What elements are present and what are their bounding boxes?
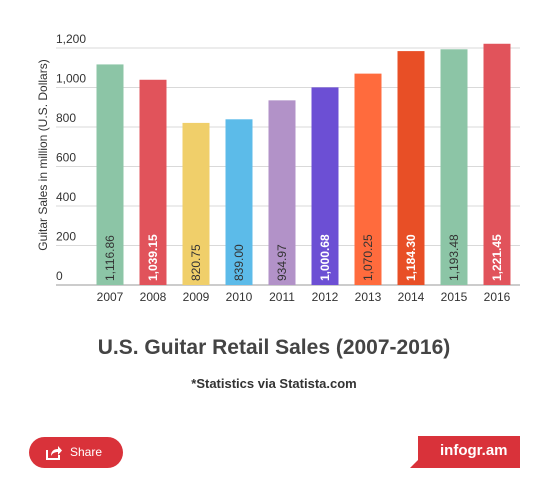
y-tick-label: 600 <box>56 151 76 165</box>
x-tick-labels: 2007 2008 2009 2010 2011 2012 2013 2014 2015 2016 <box>97 290 511 304</box>
x-tick-label: 2009 <box>183 290 210 304</box>
bar-chart: 0 200 400 600 800 1,000 1,200 2007 2008 2009 2010… <box>36 32 520 304</box>
data-label: 1,193.48 <box>447 234 461 281</box>
data-label: 934.97 <box>275 244 289 281</box>
y-tick-label: 400 <box>56 190 76 204</box>
share-label: Share <box>70 445 103 459</box>
x-tick-label: 2014 <box>398 290 425 304</box>
x-tick-label: 2013 <box>355 290 382 304</box>
bar-2013 <box>354 73 382 285</box>
x-tick-label: 2010 <box>226 290 253 304</box>
data-label: 1,000.68 <box>318 234 332 281</box>
data-labels: 1,116.86 1,039.15 820.75 839.00 934.97 1,000.… <box>103 234 504 281</box>
bar-2009 <box>182 122 210 285</box>
y-axis-label: Guitar Sales in million (U.S. Dollars) <box>36 59 50 250</box>
bar-2011 <box>268 100 296 286</box>
y-tick-label: 200 <box>56 230 76 244</box>
data-label: 1,116.86 <box>103 235 117 281</box>
data-label: 1,221.45 <box>490 234 504 281</box>
x-tick-label: 2007 <box>97 290 124 304</box>
bar-2015 <box>440 49 468 285</box>
y-tick-label: 1,200 <box>56 32 86 46</box>
chart-title: U.S. Guitar Retail Sales (2007-2016) <box>97 336 451 359</box>
y-tick-labels: 0 200 400 600 800 1,000 1,200 <box>56 32 86 283</box>
data-label: 1,184.30 <box>404 234 418 281</box>
brand-label: infogr.am <box>440 442 508 459</box>
bars <box>96 43 511 286</box>
share-icon <box>46 446 62 460</box>
data-label: 820.75 <box>189 244 203 281</box>
bar-2014 <box>397 51 425 285</box>
x-tick-label: 2016 <box>484 290 511 304</box>
x-tick-label: 2011 <box>269 290 295 304</box>
chart-subtitle: *Statistics via Statista.com <box>191 376 357 391</box>
data-label: 839.00 <box>232 244 246 281</box>
bar-2010 <box>225 119 253 285</box>
data-label: 1,070.25 <box>361 234 375 281</box>
x-tick-label: 2008 <box>140 290 167 304</box>
share-button[interactable]: Share <box>29 437 123 468</box>
x-tick-label: 2012 <box>312 290 339 304</box>
x-tick-label: 2015 <box>441 290 468 304</box>
bar-2007 <box>96 64 124 285</box>
y-tick-label: 800 <box>56 111 76 125</box>
bar-2008 <box>139 79 167 285</box>
y-tick-label: 1,000 <box>56 72 86 86</box>
data-label: 1,039.15 <box>146 234 160 281</box>
bar-2016 <box>483 43 511 285</box>
y-tick-label: 0 <box>56 269 63 283</box>
bar-2012 <box>311 87 339 286</box>
brand-badge[interactable] <box>410 436 520 468</box>
